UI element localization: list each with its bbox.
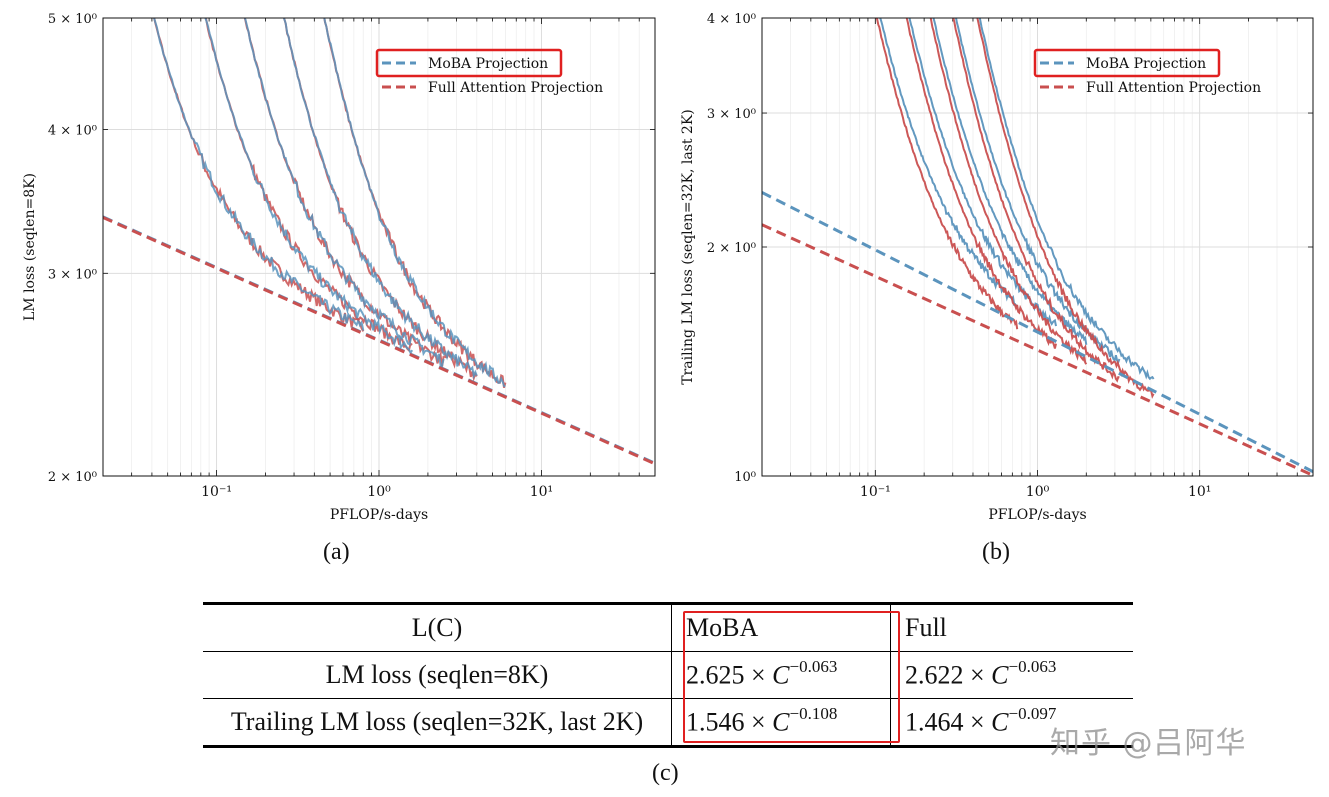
y-tick-label: 10⁰ xyxy=(734,470,756,485)
chart-panel-a: 2 × 10⁰ 3 × 10⁰ 4 × 10⁰ 5 × 10⁰ 10⁻¹ 10⁰ 10¹ PF… xyxy=(22,12,656,523)
table-row: LM loss (seqlen=8K) 2.625 × C−0.063 2.62… xyxy=(203,651,1133,699)
full-projection-line xyxy=(103,216,655,466)
y-tick-label: 4 × 10⁰ xyxy=(707,12,756,27)
moba-formula: 2.625 × C−0.063 xyxy=(671,651,891,699)
header-full: Full xyxy=(890,602,1133,652)
moba-curve xyxy=(879,18,1018,308)
caption-a: (a) xyxy=(323,539,350,565)
header-lc: L(C) xyxy=(203,602,672,652)
legend-label: Full Attention Projection xyxy=(428,80,603,96)
moba-column-highlight xyxy=(683,611,900,743)
x-tick-label: 10¹ xyxy=(530,484,553,500)
x-axis-label: PFLOP/s-days xyxy=(330,507,428,523)
curves-group xyxy=(875,18,1155,399)
y-axis-label: LM loss (seqlen=8K) xyxy=(22,173,38,321)
row-label: LM loss (seqlen=8K) xyxy=(203,651,672,699)
moba-projection-line xyxy=(762,191,1313,473)
moba-formula: 1.546 × C−0.108 xyxy=(671,698,891,748)
header-moba: MoBA xyxy=(671,602,891,652)
legend-label: MoBA Projection xyxy=(1086,56,1206,72)
legend-label: Full Attention Projection xyxy=(1086,80,1261,96)
y-tick-label: 3 × 10⁰ xyxy=(707,107,756,122)
plot-frame xyxy=(102,17,656,477)
y-tick-label: 5 × 10⁰ xyxy=(48,12,97,27)
x-tick-label: 10⁰ xyxy=(367,484,391,500)
x-tick-label: 10⁻¹ xyxy=(860,484,891,500)
chart-panel-b: 10⁰ 2 × 10⁰ 3 × 10⁰ 4 × 10⁰ 10⁻¹ 10⁰ 10¹ PFLOP/… xyxy=(680,12,1314,523)
charts-canvas: 2 × 10⁰ 3 × 10⁰ 4 × 10⁰ 5 × 10⁰ 10⁻¹ 10⁰ 10¹ PF… xyxy=(22,12,1314,523)
full-projection-line xyxy=(762,223,1313,476)
x-axis-label: PFLOP/s-days xyxy=(988,507,1086,523)
moba-legend-highlight xyxy=(1033,48,1221,78)
full-curve xyxy=(905,18,1057,349)
moba-legend-highlight xyxy=(375,48,563,78)
table-header-row: L(C) MoBA Full xyxy=(203,602,1133,652)
results-table: L(C) MoBA Full LM loss (seqlen=8K) 2.625… xyxy=(203,602,1133,748)
moba-curve xyxy=(323,18,506,388)
full-curve xyxy=(929,18,1088,365)
row-label: Trailing LM loss (seqlen=32K, last 2K) xyxy=(203,698,672,748)
y-tick-label: 3 × 10⁰ xyxy=(48,267,97,282)
full-curve xyxy=(976,18,1155,399)
x-tick-label: 10⁰ xyxy=(1026,484,1050,500)
curves-group xyxy=(153,18,507,388)
y-axis-label: Trailing LM loss (seqlen=32K, last 2K) xyxy=(680,109,696,385)
full-formula: 1.464 × C−0.097 xyxy=(890,698,1133,748)
caption-c: (c) xyxy=(652,760,679,786)
moba-curve xyxy=(955,18,1121,365)
moba-curve xyxy=(153,18,365,331)
y-tick-label: 2 × 10⁰ xyxy=(48,470,97,485)
full-curve xyxy=(875,18,1019,330)
moba-curve xyxy=(932,18,1088,345)
plot-frame xyxy=(761,17,1314,477)
x-tick-label: 10¹ xyxy=(1188,484,1211,500)
full-curve xyxy=(952,18,1120,383)
y-tick-label: 2 × 10⁰ xyxy=(707,241,756,256)
moba-curve xyxy=(283,18,478,380)
moba-curve xyxy=(978,18,1155,381)
table-row: Trailing LM loss (seqlen=32K, last 2K) 1… xyxy=(203,698,1133,748)
watermark: 知乎 @吕阿华 xyxy=(1050,726,1247,761)
y-tick-label: 4 × 10⁰ xyxy=(48,124,97,139)
legend-label: MoBA Projection xyxy=(428,56,548,72)
x-tick-label: 10⁻¹ xyxy=(201,484,232,500)
moba-curve xyxy=(204,18,414,355)
moba-curve xyxy=(243,18,445,367)
caption-b: (b) xyxy=(982,539,1010,565)
full-formula: 2.622 × C−0.063 xyxy=(890,651,1133,699)
